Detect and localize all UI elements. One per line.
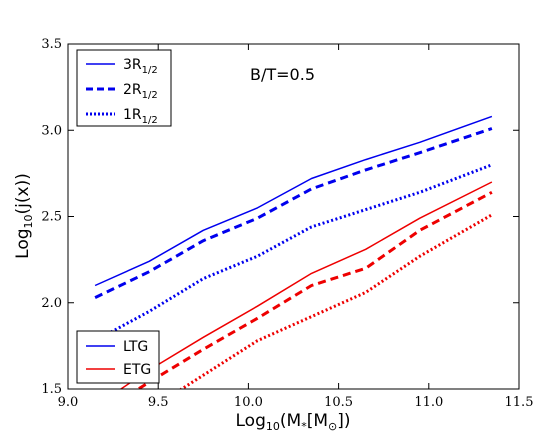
x-tick-label: 10.5 [324, 395, 353, 410]
tick-layer: 9.0 9.5 10.0 10.5 11.0 11.5 1.5 2.0 2.5 3.0 3.5 [41, 37, 533, 410]
legend-entry-2r: 2R1/2 [123, 82, 158, 101]
series-ltg-3r-line [94, 115, 493, 287]
series-layer [94, 115, 493, 389]
x-tick-label: 10.0 [234, 395, 263, 410]
x-axis-label: Log10(M*[M⊙]) [236, 411, 351, 433]
x-tick-label: 11.0 [414, 395, 443, 410]
series-etg-2r-line [135, 190, 493, 389]
x-tick-label: 11.5 [505, 395, 534, 410]
legend-type-frame [76, 330, 160, 384]
legend-entry-3r: 3R1/2 [123, 57, 158, 76]
y-tick-label: 3.5 [41, 37, 62, 52]
y-tick-label: 2.5 [41, 210, 62, 225]
y-tick-label: 1.5 [41, 382, 62, 397]
legend-entry-ltg: LTG [123, 339, 148, 355]
series-ltg-2r-line [94, 127, 493, 299]
annotation-label: B/T=0.5 [250, 65, 315, 84]
legend-radius: 3R1/2 2R1/2 1R1/2 [76, 49, 172, 127]
y-axis-label: Log10(j(x)) [13, 173, 35, 259]
legend-entry-etg: ETG [123, 362, 151, 378]
y-tick-label: 3.0 [41, 123, 62, 138]
series-ltg-1r-line [94, 163, 493, 343]
legend-type: LTG ETG [76, 330, 160, 384]
legend-entry-1r: 1R1/2 [123, 107, 158, 126]
y-tick-label: 2.0 [41, 296, 62, 311]
x-tick-label: 9.0 [58, 395, 79, 410]
x-tick-label: 9.5 [148, 395, 169, 410]
